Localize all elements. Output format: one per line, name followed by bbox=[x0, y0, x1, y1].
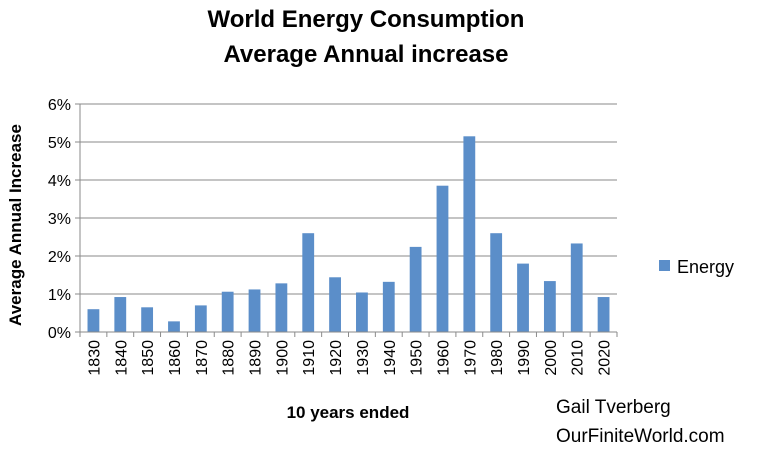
chart-title-line-1: World Energy Consumption bbox=[208, 6, 525, 33]
x-tick-label-1900: 1900 bbox=[274, 340, 291, 376]
x-tick-label-1890: 1890 bbox=[248, 340, 265, 376]
bar-2020 bbox=[597, 297, 610, 332]
y-axis-label: Average Annual Increase bbox=[6, 124, 25, 326]
x-tick-label-1910: 1910 bbox=[301, 340, 318, 376]
bar-1910 bbox=[302, 233, 315, 332]
gridlines bbox=[80, 103, 617, 295]
x-tick-label-1860: 1860 bbox=[167, 340, 184, 376]
bar-1970 bbox=[463, 136, 476, 332]
bar-1850 bbox=[141, 307, 154, 332]
credit-site: OurFiniteWorld.com bbox=[556, 426, 725, 447]
x-tick-label-1850: 1850 bbox=[140, 340, 157, 376]
y-tick-label-6: 6% bbox=[48, 97, 71, 114]
y-tick-label-3: 3% bbox=[48, 211, 71, 228]
x-axis-ticks: 1830 1840 1850 1860 1870 1880 1890 1900 1910 1920… bbox=[79, 332, 618, 376]
x-tick-label-1880: 1880 bbox=[221, 340, 238, 376]
bar-series-energy bbox=[87, 136, 610, 332]
x-tick-label-1930: 1930 bbox=[355, 340, 372, 376]
bar-1900 bbox=[275, 283, 288, 332]
y-axis-ticks: 0% 1% 2% 3% 4% 5% 6% bbox=[48, 97, 80, 342]
x-tick-label-1970: 1970 bbox=[462, 340, 479, 376]
bar-1920 bbox=[329, 277, 341, 332]
x-tick-label-1980: 1980 bbox=[489, 340, 506, 376]
bar-1940 bbox=[382, 281, 395, 332]
legend: Energy bbox=[659, 257, 734, 277]
bar-1980 bbox=[490, 233, 503, 332]
y-tick-label-4: 4% bbox=[48, 173, 71, 190]
bar-1860 bbox=[168, 321, 180, 332]
x-tick-label-1940: 1940 bbox=[382, 340, 399, 376]
x-tick-label-1990: 1990 bbox=[516, 340, 533, 376]
bar-1880 bbox=[221, 291, 234, 332]
x-tick-label-1870: 1870 bbox=[194, 340, 211, 376]
bar-1840 bbox=[114, 297, 127, 332]
x-tick-label-1960: 1960 bbox=[435, 340, 452, 376]
bar-1990 bbox=[517, 263, 529, 332]
x-tick-label-2000: 2000 bbox=[543, 340, 560, 376]
bar-1930 bbox=[356, 292, 368, 332]
x-tick-label-2020: 2020 bbox=[597, 340, 614, 376]
x-tick-label-1920: 1920 bbox=[328, 340, 345, 376]
x-tick-label-1840: 1840 bbox=[113, 340, 130, 376]
y-tick-label-1: 1% bbox=[48, 287, 71, 304]
y-tick-label-5: 5% bbox=[48, 135, 71, 152]
bar-1830 bbox=[87, 309, 100, 332]
x-tick-label-1950: 1950 bbox=[409, 340, 426, 376]
chart-title-line-2: Average Annual increase bbox=[223, 41, 508, 68]
bar-1890 bbox=[248, 289, 261, 332]
bar-1960 bbox=[436, 185, 449, 332]
x-tick-label-1830: 1830 bbox=[86, 340, 103, 376]
legend-swatch-energy bbox=[659, 260, 670, 271]
bar-1950 bbox=[409, 246, 422, 332]
credit-author: Gail Tverberg bbox=[556, 397, 671, 418]
y-tick-label-0: 0% bbox=[48, 325, 71, 342]
bar-1870 bbox=[194, 305, 207, 332]
bar-2010 bbox=[570, 243, 583, 332]
bar-2000 bbox=[543, 281, 556, 332]
legend-label-energy: Energy bbox=[677, 257, 734, 277]
x-tick-label-2010: 2010 bbox=[570, 340, 587, 376]
x-axis-label: 10 years ended bbox=[287, 403, 410, 422]
y-tick-label-2: 2% bbox=[48, 249, 71, 266]
